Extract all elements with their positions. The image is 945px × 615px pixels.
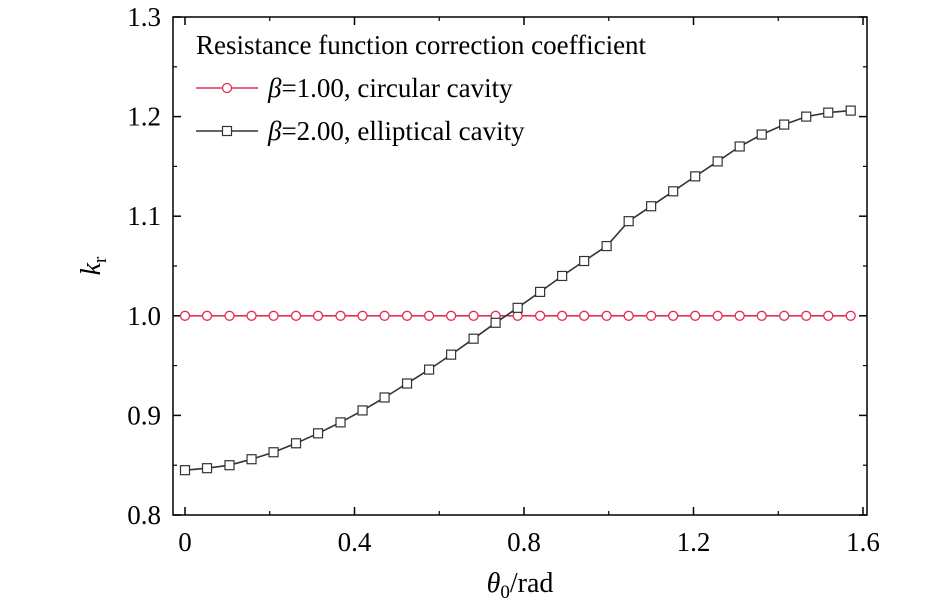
series-1-point [445,310,457,321]
series-1-point [645,310,657,321]
y-axis-title: kr [76,256,111,275]
series-2-point [535,286,546,297]
series-2-point [201,463,213,474]
legend-label-1: β=1.00, circular cavity [267,73,513,103]
series-2-point [734,141,745,152]
series-1-point [468,310,479,321]
legend-marker-2 [221,125,233,137]
series-2-point [357,405,368,416]
series-1-point [734,310,745,321]
legend-label-2: β=2.00, elliptical cavity [267,116,525,146]
series-1-point [423,310,435,321]
series-1-point [845,310,856,321]
x-tick-label: 0 [178,527,192,557]
series-2-point [712,156,723,167]
series-1-point [556,310,568,321]
y-tick-label: 1.2 [127,102,161,132]
series-2-point [668,186,679,197]
x-axis-symbol: θ [487,568,501,599]
series-2-point [845,105,856,116]
series-2-point [601,240,612,252]
series-1-point [357,310,368,321]
series-2-point [579,255,590,267]
legend-symbol-1: β [267,73,282,103]
series-2-line [184,109,851,471]
series-2-point [557,270,568,282]
series-1-point [179,310,191,321]
series-1-point [601,310,612,321]
series-2-point [446,349,457,360]
series-1-point [712,310,723,321]
series-1-point [379,310,390,321]
series-1-point [623,310,634,321]
series-1-point [534,310,546,321]
series-1-point [668,310,679,321]
x-tick-label: 1.6 [846,527,880,557]
y-tick-label: 1.0 [127,301,161,331]
series-2-point [690,171,701,182]
x-axis-subscript: 0 [500,582,510,603]
series-1-point [201,310,213,321]
legend-marker-1 [221,82,233,94]
series-2-point [646,201,657,212]
y-tick-label: 1.3 [127,2,161,32]
series-2-point [268,447,279,458]
series-1-point [290,310,302,321]
series-2-point [779,119,790,130]
y-axis-symbol: k [76,262,107,275]
series-1-point [801,310,812,321]
series-2-point [801,111,812,122]
y-tick-label: 0.8 [127,500,161,530]
y-axis-subscript: r [90,256,111,263]
series-2-point [468,333,479,344]
series-1-point [756,310,767,321]
series-2-point [401,378,413,389]
series-2-point [246,454,257,465]
series-2-point [490,317,501,328]
series-1-point [268,310,279,321]
series-1-point [246,310,257,321]
series-2-point [512,302,523,313]
legend-symbol-2: β [267,116,282,146]
series-2-point [224,460,235,471]
series-2-point [335,417,346,428]
x-tick-label: 1.2 [677,527,711,557]
series-2-point [823,107,834,118]
series-2-point [290,438,302,449]
series-2-point [312,428,324,439]
legend-text-1: =1.00, circular cavity [281,73,513,103]
legend-title: Resistance function correction coefficie… [196,30,647,60]
y-tick-label: 1.1 [127,201,161,231]
x-tick-label: 0.4 [338,527,372,557]
legend-text-2: =2.00, elliptical cavity [281,116,525,146]
series-1-point [779,310,790,321]
x-axis-title: θ0/rad [487,568,554,603]
series-1-point [823,310,834,321]
series-2-point [379,392,390,403]
x-axis-unit: /rad [510,568,554,599]
series-1-point [690,310,701,321]
series-1-point [579,310,590,321]
series-2-point [756,129,767,140]
series-1-point [401,310,413,321]
x-tick-label: 0.8 [507,527,541,557]
series-1-point [312,310,324,321]
y-tick-label: 0.9 [127,400,161,430]
series-1-point [224,310,235,321]
series-1-point [335,310,346,321]
series-2-point [423,364,435,375]
series-2-point [623,216,634,227]
series-2-point [179,465,191,476]
